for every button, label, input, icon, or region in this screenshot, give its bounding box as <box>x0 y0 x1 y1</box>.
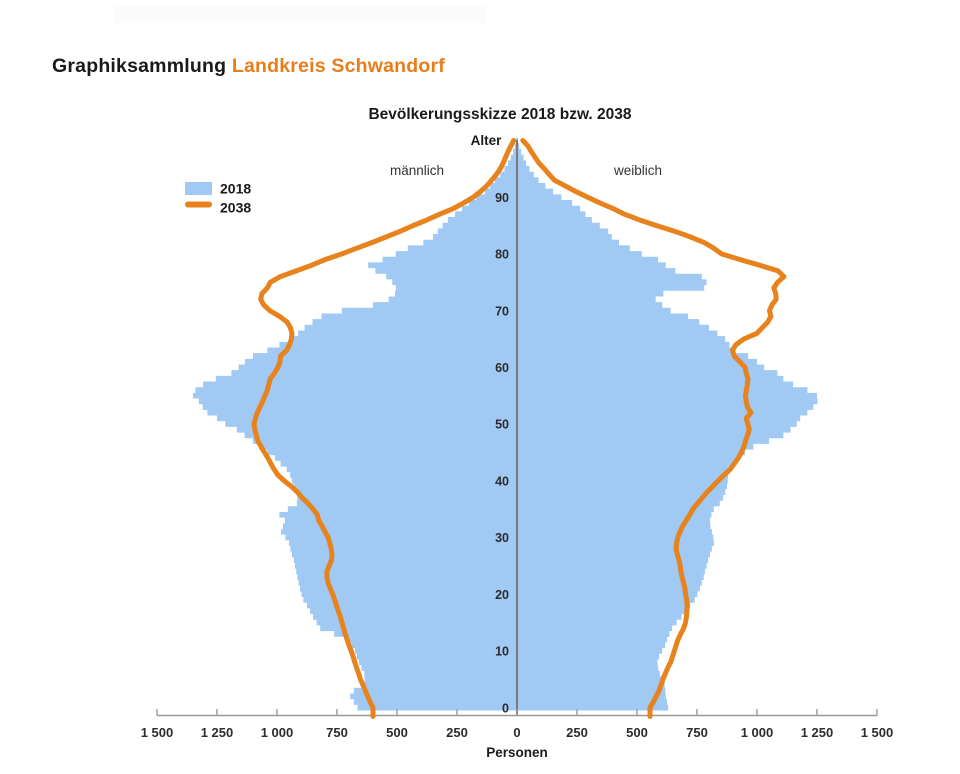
x-tick-label: 0 <box>513 725 520 740</box>
age-tick-label: 70 <box>495 304 509 318</box>
age-tick-label: 30 <box>495 531 509 545</box>
legend-label-2038: 2038 <box>220 200 251 216</box>
x-tick-label: 1 000 <box>261 725 294 740</box>
female-side-label: weiblich <box>613 163 662 178</box>
page-title-main: Graphiksammlung <box>52 55 227 77</box>
age-tick-label: 80 <box>495 248 509 262</box>
x-tick-label: 1 500 <box>141 725 174 740</box>
axis-labels-layer: 1 500 1 250 1 000 750 500 250 0 250 500 750 1 000 1… <box>141 191 894 740</box>
x-tick-label: 500 <box>386 725 408 740</box>
axes-layer <box>156 140 878 717</box>
page-title-accent: Landkreis Schwandorf <box>231 55 445 77</box>
bars-2018-layer <box>193 137 818 711</box>
age-axis-title: Alter <box>471 133 503 148</box>
male-side-label: männlich <box>390 163 444 178</box>
x-axis-title: Personen <box>486 745 548 760</box>
x-tick-label: 500 <box>626 725 648 740</box>
x-tick-label: 750 <box>326 725 348 740</box>
chart-title: Bevölkerungsskizze 2018 bzw. 2038 <box>368 106 631 123</box>
legend: 2018 2038 <box>185 181 251 216</box>
projection-2038-layer <box>251 138 787 719</box>
age-tick-label: 60 <box>495 361 509 375</box>
x-tick-label: 1 000 <box>741 725 774 740</box>
age-tick-label: 10 <box>495 645 509 659</box>
legend-swatch-2018-bar <box>185 182 212 195</box>
x-tick-label: 1 500 <box>861 725 894 740</box>
age-tick-label: 0 <box>502 701 509 715</box>
x-tick-label: 750 <box>686 725 708 740</box>
line-female-2038 <box>520 138 787 719</box>
bars-female-2018 <box>517 137 818 711</box>
age-tick-label: 50 <box>495 418 509 432</box>
legend-label-2018: 2018 <box>220 181 251 197</box>
faint-watermark-artifact <box>114 6 486 23</box>
age-tick-label: 40 <box>495 474 509 488</box>
x-tick-label: 250 <box>446 725 468 740</box>
age-tick-label: 20 <box>495 588 509 602</box>
x-tick-label: 1 250 <box>201 725 234 740</box>
bars-male-2018 <box>193 137 517 711</box>
x-tick-label: 1 250 <box>801 725 834 740</box>
age-tick-label: 90 <box>495 191 509 205</box>
legend-swatch-2038-line <box>185 201 212 208</box>
page-title: Graphiksammlung Landkreis Schwandorf <box>52 55 445 78</box>
line-male-2038 <box>251 138 517 719</box>
x-tick-label: 250 <box>566 725 588 740</box>
